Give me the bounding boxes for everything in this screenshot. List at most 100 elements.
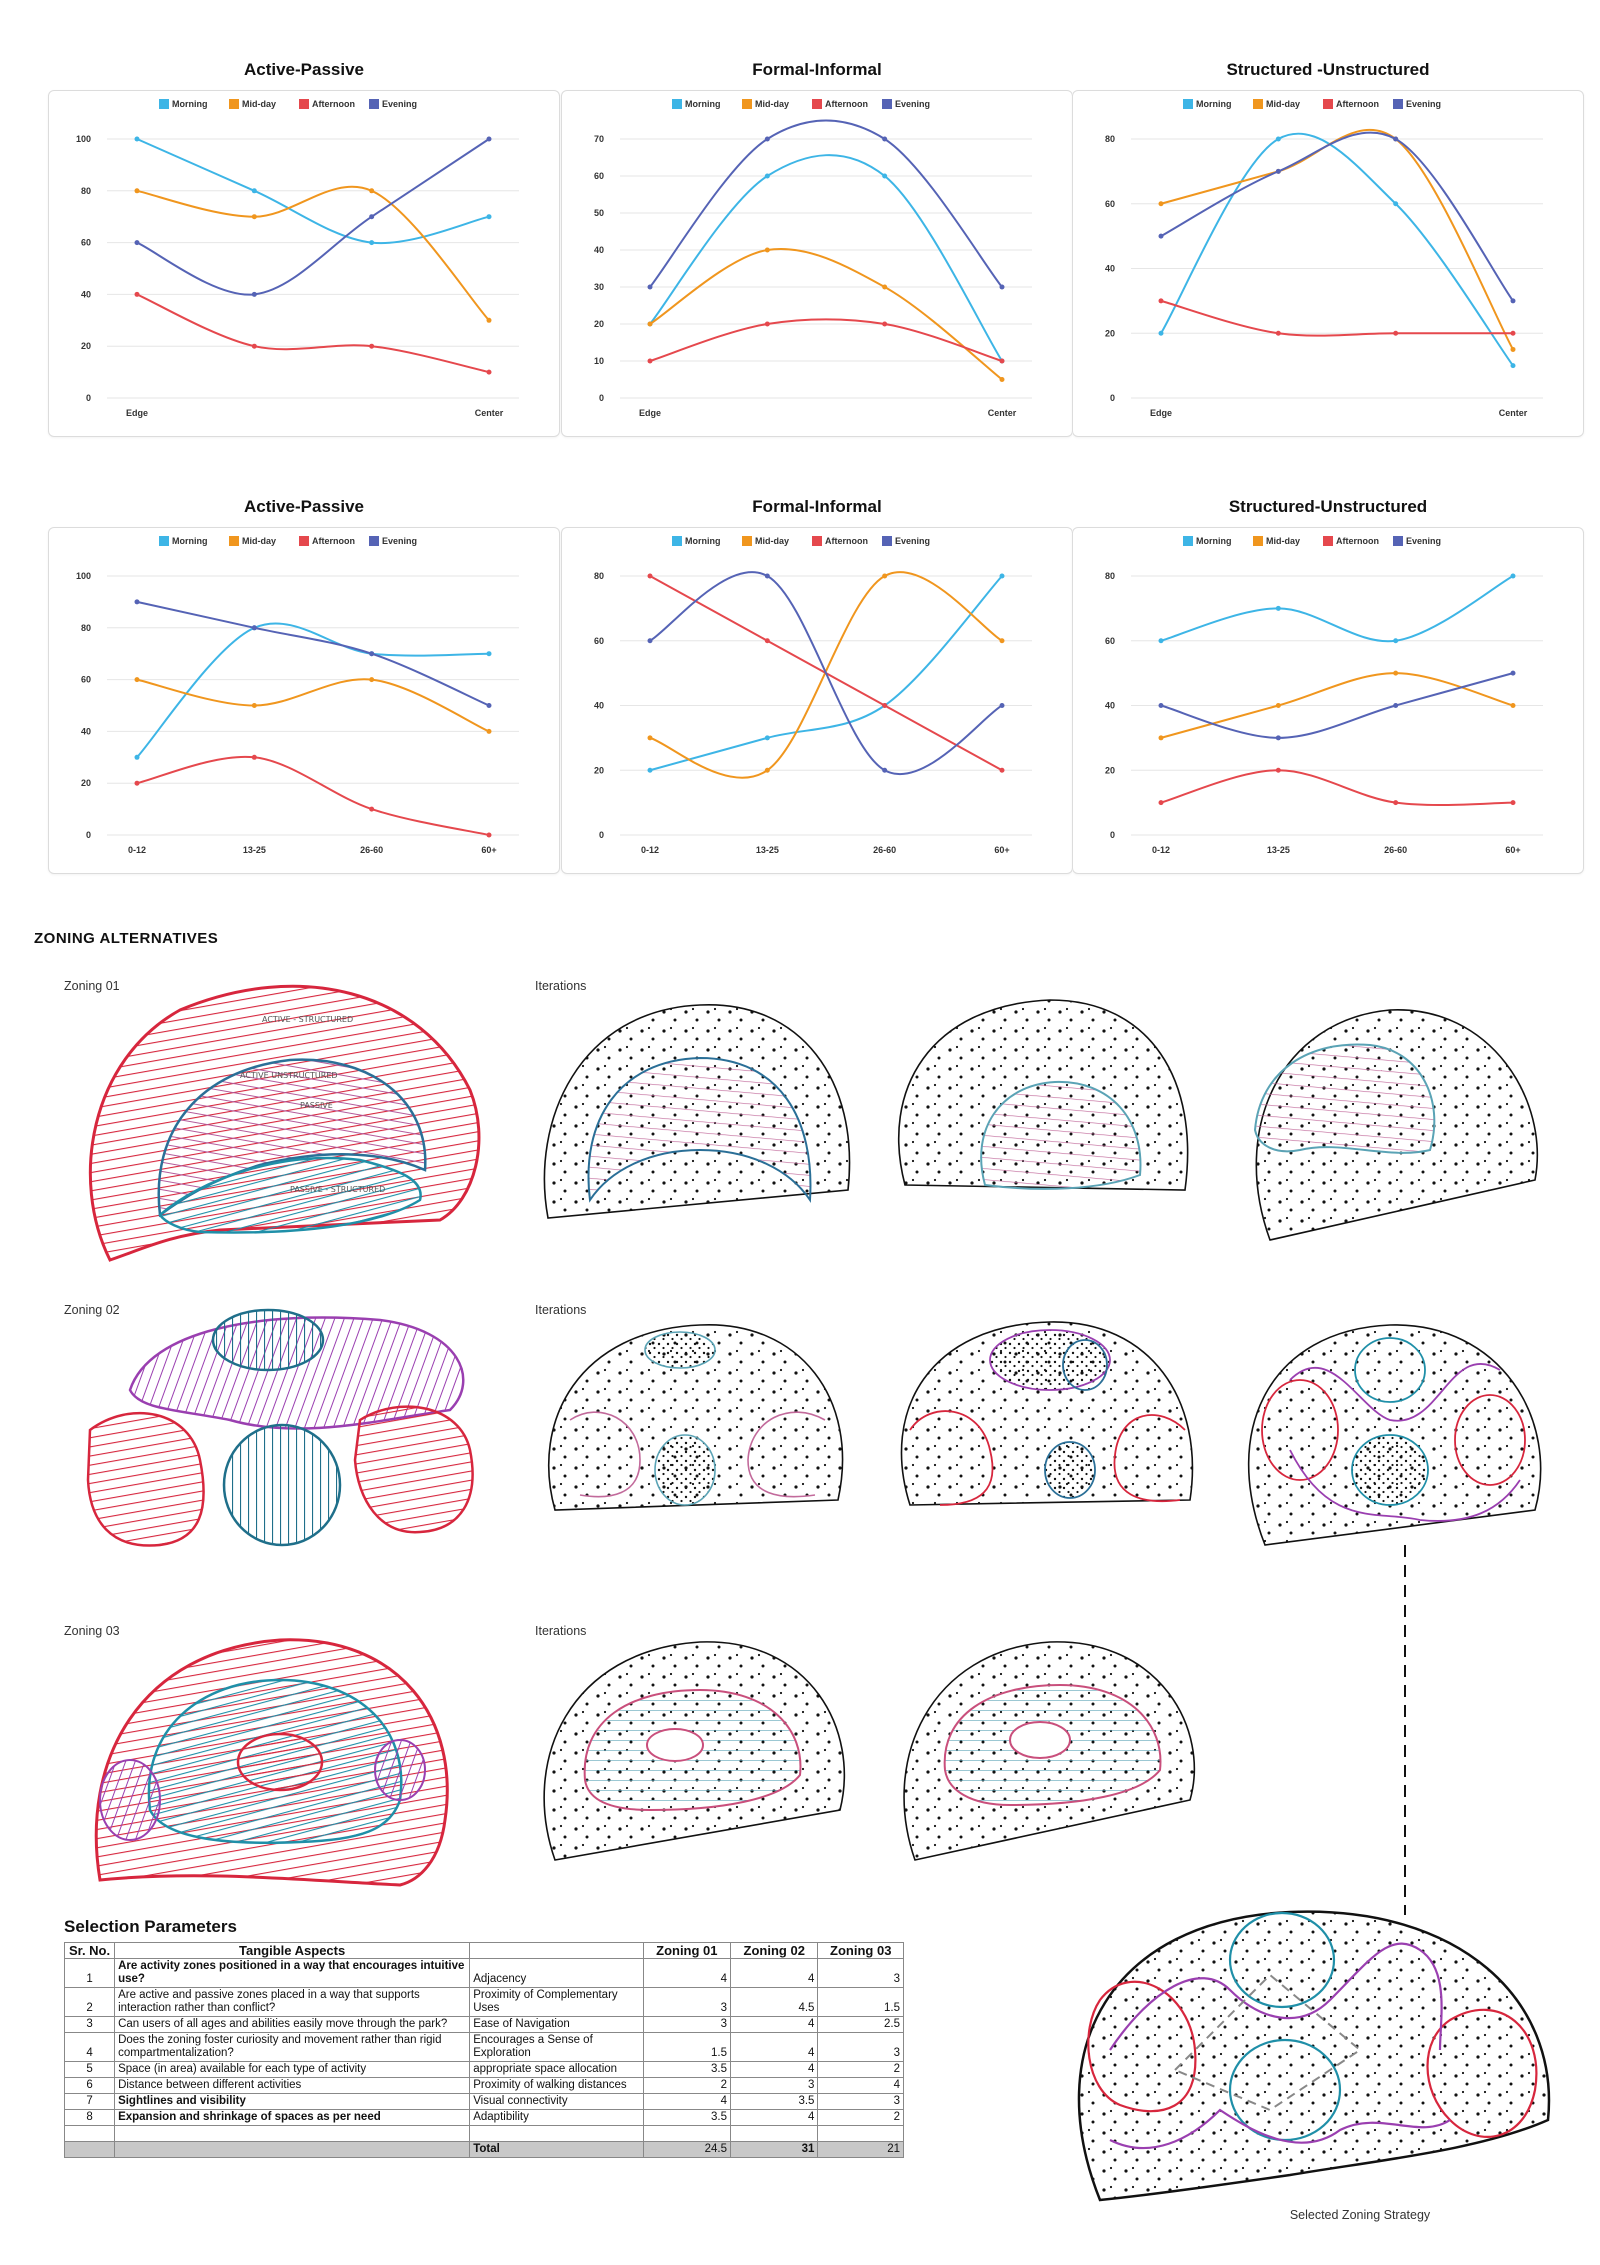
data-point (1158, 233, 1164, 239)
y-tick-label: 60 (1105, 636, 1115, 646)
legend-swatch (812, 99, 822, 109)
y-tick-label: 0 (86, 393, 91, 403)
data-point (134, 240, 140, 246)
cell-aspect: Encourages a Sense of Exploration (469, 2032, 644, 2062)
x-tick-label: Edge (639, 408, 661, 418)
y-tick-label: 40 (594, 245, 604, 255)
chart-title: Structured -Unstructured (1226, 60, 1430, 79)
legend-swatch (1323, 536, 1333, 546)
data-point (999, 573, 1005, 579)
y-tick-label: 20 (81, 341, 91, 351)
y-tick-label: 100 (76, 134, 91, 144)
legend-swatch (159, 99, 169, 109)
col-header-zoning-01: Zoning 01 (642, 1942, 732, 1959)
x-tick-label: 0-12 (641, 845, 659, 855)
cell-total-zoning-03: 21 (817, 2141, 904, 2158)
x-tick-label: 13-25 (1267, 845, 1290, 855)
x-tick-label: Center (475, 408, 504, 418)
table-row: 7 Sightlines and visibility Visual connect… (63, 2093, 904, 2110)
data-point (647, 767, 653, 773)
line-chart: 0 10 20 30 40 50 60 70 Edge Center Morning Mid-day A… (594, 99, 1032, 418)
data-point (1158, 330, 1164, 336)
y-tick-label: 0 (599, 830, 604, 840)
legend-swatch (1393, 536, 1403, 546)
cell-empty (63, 2125, 116, 2142)
legend-swatch (882, 536, 892, 546)
cell-total-zoning-01: 24.5 (642, 2141, 732, 2158)
data-point (1393, 136, 1399, 142)
y-tick-label: 60 (594, 171, 604, 181)
data-point (1158, 201, 1164, 207)
col-header-aspect (469, 1942, 644, 1959)
data-point (647, 321, 653, 327)
data-point (1158, 735, 1164, 741)
data-point (369, 651, 375, 657)
chart-panel: Active-Passive 0 20 40 60 80 100 0-12 13-25 26-6… (48, 497, 560, 877)
table-row: 3 Can users of all ages and abilities eas… (63, 2016, 904, 2033)
line-chart: 0 20 40 60 80 0-12 13-25 26-60 60+ Morning Mid-day… (1105, 536, 1543, 855)
cell-zoning-02: 4.5 (730, 1987, 819, 2017)
y-tick-label: 80 (1105, 134, 1115, 144)
chart-frame: 0 20 40 60 80 Edge Center Morning Mid-day Afterno… (1072, 90, 1584, 437)
table-row: 4 Does the zoning foster curiosity and mo… (63, 2032, 904, 2062)
legend-swatch (299, 536, 309, 546)
x-tick-label: 26-60 (360, 845, 383, 855)
legend-label: Afternoon (825, 536, 868, 546)
cell-zoning-02: 3.5 (730, 2093, 819, 2110)
series-line (136, 138, 490, 296)
legend-label: Afternoon (1336, 536, 1379, 546)
cell-empty (63, 2141, 116, 2158)
legend-label: Afternoon (312, 536, 355, 546)
data-point (647, 284, 653, 290)
section-heading: ZONING ALTERNATIVES (34, 930, 219, 947)
legend-label: Evening (1406, 99, 1441, 109)
sketch-note: PASSIVE - STRUCTURED (290, 1185, 385, 1194)
iterations-label: Iterations (535, 1303, 587, 1317)
data-point (1510, 670, 1516, 676)
chart-panel: Formal-Informal 0 10 20 30 40 50 60 70 Edge Cente… (561, 60, 1073, 440)
legend-label: Morning (685, 536, 721, 546)
series-line (649, 318, 1003, 362)
y-tick-label: 20 (81, 778, 91, 788)
cell-sr-no: 7 (63, 2093, 116, 2110)
y-tick-label: 40 (81, 289, 91, 299)
y-tick-label: 70 (594, 134, 604, 144)
legend-swatch (742, 536, 752, 546)
legend-swatch (672, 99, 682, 109)
chart-title: Active-Passive (243, 60, 365, 79)
data-point (1275, 136, 1281, 142)
legend-swatch (229, 99, 239, 109)
cell-aspect: Adaptibility (469, 2109, 644, 2126)
series-line (136, 138, 490, 245)
data-point (882, 573, 888, 579)
data-point (134, 136, 140, 142)
legend-swatch (1183, 99, 1193, 109)
series-line (1160, 769, 1514, 807)
legend-swatch (1253, 536, 1263, 546)
data-point (134, 677, 140, 683)
data-point (1510, 330, 1516, 336)
series-line (136, 185, 490, 321)
data-point (999, 358, 1005, 364)
cell-empty (114, 2125, 471, 2142)
cell-empty (114, 2141, 471, 2158)
cell-empty (730, 2125, 819, 2142)
cell-zoning-01: 3 (642, 1987, 732, 2017)
cell-question: Distance between different activities (114, 2077, 471, 2094)
data-point (369, 214, 375, 220)
data-point (134, 188, 140, 194)
x-tick-label: 26-60 (1384, 845, 1407, 855)
data-point (1275, 767, 1281, 773)
y-tick-label: 10 (594, 356, 604, 366)
legend-swatch (672, 536, 682, 546)
sketch-note: PASSIVE (300, 1101, 333, 1110)
zoning-03-sketch (94, 1638, 449, 1887)
table-header-row: Sr. No. Tangible Aspects Zoning 01 Zonin… (63, 1942, 904, 1959)
legend-label: Mid-day (755, 99, 789, 109)
cell-zoning-02: 4 (730, 2016, 819, 2033)
table-row: 1 Are activity zones positioned in a way … (63, 1958, 904, 1988)
cell-zoning-01: 3.5 (642, 2109, 732, 2126)
legend-swatch (299, 99, 309, 109)
chart-title: Formal-Informal (752, 60, 882, 79)
legend-swatch (1253, 99, 1263, 109)
